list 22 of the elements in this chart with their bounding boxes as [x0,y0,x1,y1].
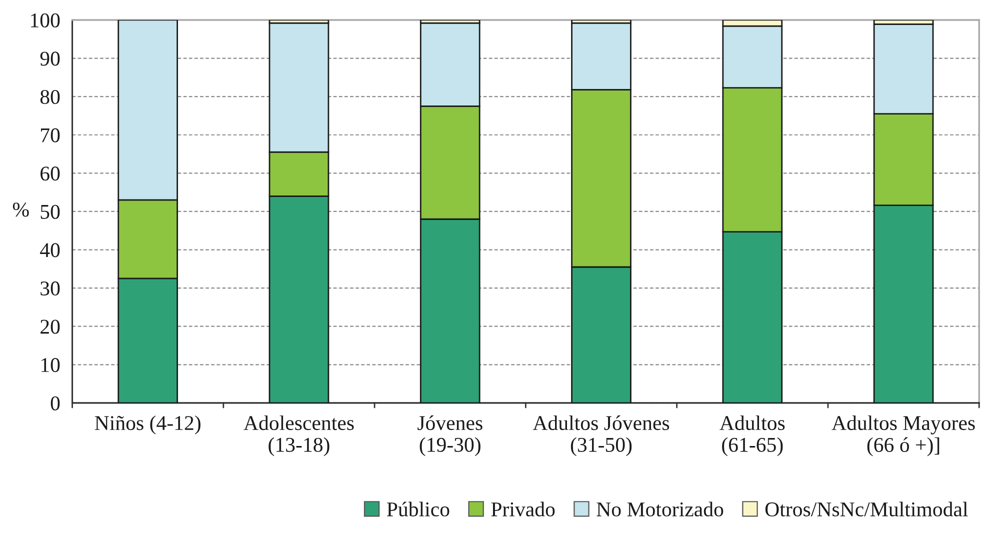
y-tick-label: 50 [40,204,60,219]
legend-label: Otros/NsNc/Multimodal [765,502,968,516]
y-tick-label: 90 [40,52,60,66]
y-tick-label: 30 [40,281,60,296]
y-tick-label: 70 [41,128,60,142]
x-tick-label: Adultos (61-65) [720,415,785,456]
legend-label: Privado [491,502,555,516]
x-tick-label: Adultos Jóvenes (31-50) [532,415,670,456]
y-tick-label: 80 [40,90,60,104]
legend-label: No Motorizado [596,502,724,516]
y-tick-label: 60 [40,166,60,181]
y-axis-title: % [12,202,29,217]
y-tick-label: 10 [41,358,60,372]
y-tick-label: 40 [40,243,60,258]
legend-label: Público [386,502,450,516]
y-tick-label: 100 [31,13,60,28]
y-tick-label: 0 [50,396,60,410]
x-tick-label: Jóvenes (19-30) [418,415,482,456]
y-tick-label: 20 [40,320,60,334]
x-tick-label: Adolescentes (13-18) [244,415,354,456]
x-tick-label: Adultos Mayores (66 ó +)] [832,415,975,456]
x-tick-label: Niños (4-12) [94,415,200,434]
